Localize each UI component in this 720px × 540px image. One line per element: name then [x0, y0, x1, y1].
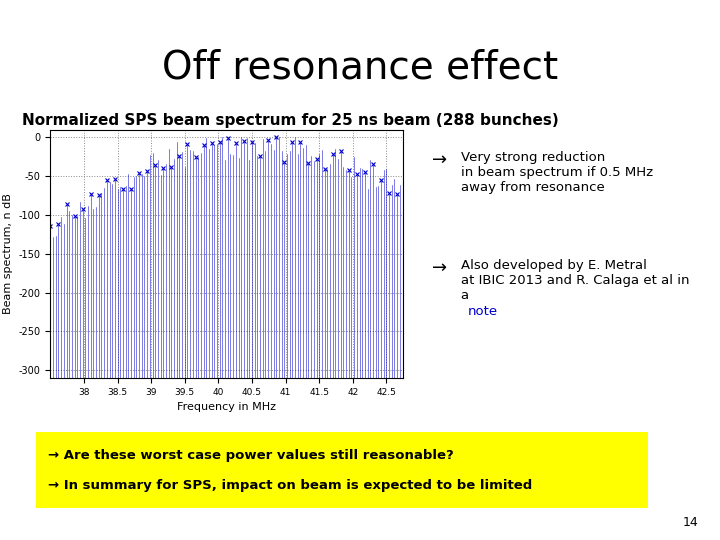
Text: →: →	[432, 151, 447, 169]
Text: → In summary for SPS, impact on beam is expected to be limited: → In summary for SPS, impact on beam is …	[48, 479, 533, 492]
X-axis label: Frequency in MHz: Frequency in MHz	[177, 402, 276, 412]
Text: →: →	[432, 259, 447, 277]
Text: Off resonance effect: Off resonance effect	[162, 49, 558, 86]
Text: 14: 14	[683, 516, 698, 529]
Y-axis label: Beam spectrum, n dB: Beam spectrum, n dB	[3, 193, 13, 314]
Text: Also developed by E. Metral
at IBIC 2013 and R. Calaga et al in
a: Also developed by E. Metral at IBIC 2013…	[461, 259, 689, 302]
Text: Very strong reduction
in beam spectrum if 0.5 MHz
away from resonance: Very strong reduction in beam spectrum i…	[461, 151, 653, 194]
Text: → Are these worst case power values still reasonable?: → Are these worst case power values stil…	[48, 449, 454, 462]
Text: Normalized SPS beam spectrum for 25 ns beam (288 bunches): Normalized SPS beam spectrum for 25 ns b…	[22, 113, 558, 129]
Text: note: note	[468, 305, 498, 318]
